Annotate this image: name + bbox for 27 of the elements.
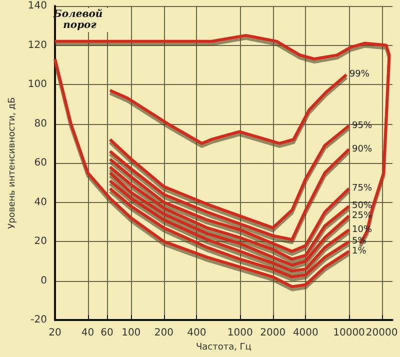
x-axis-title: Частота, Гц [196,342,252,352]
y-tick-label: 40 [34,196,47,208]
x-tick-label: 4000 [292,328,318,339]
x-tick-label: 60 [100,328,114,339]
y-tick-label: 120 [28,40,47,51]
y-axis-title: Уровень интенсивности, дБ [8,97,18,229]
x-tick-label: 20 [48,328,62,339]
y-tick-label: 0 [40,275,47,286]
series-label: 99% [349,70,370,80]
x-tick-label: 200 [154,328,174,339]
series-label: 90% [352,144,372,154]
y-tick-label: 20 [34,236,47,248]
x-tick-label: 10000 [333,328,365,339]
y-tick-label: 60 [34,158,47,169]
x-tick-label: 100 [122,328,141,339]
x-tick-label: 400 [187,328,206,339]
y-tick-label: 80 [34,118,47,130]
x-tick-label: 1000 [227,328,253,339]
x-tick-label: 40 [81,328,94,339]
y-tick-label: 140 [28,0,47,12]
series-label: 75% [352,184,372,194]
series-label: 50% [352,201,372,212]
x-tick-label: 20000 [366,328,398,339]
y-tick-label: -20 [30,314,47,326]
series-label: 1% [352,246,367,256]
x-tick-label: 2000 [260,328,286,339]
y-tick-label: 100 [28,79,47,90]
